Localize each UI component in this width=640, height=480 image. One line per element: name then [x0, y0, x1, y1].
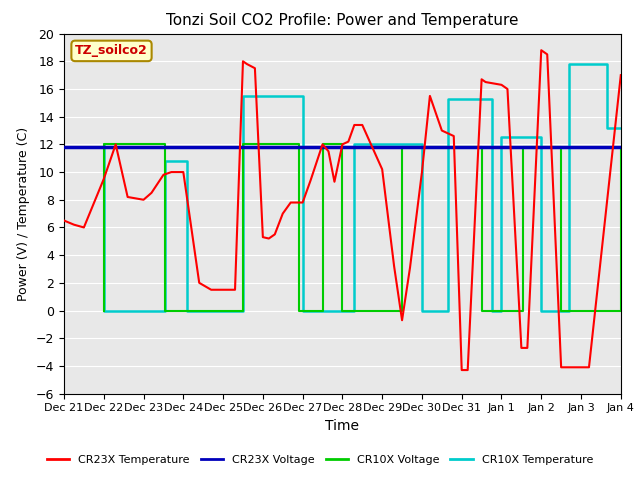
- CR10X Temperature: [565, 61, 573, 67]
- CR10X Voltage: [295, 308, 303, 313]
- CR10X Temperature: [351, 308, 358, 313]
- CR23X Voltage: [60, 144, 68, 150]
- CR10X Temperature: [184, 308, 191, 313]
- CR10X Temperature: [444, 96, 452, 102]
- CR10X Temperature: [498, 308, 506, 313]
- CR10X Temperature: [299, 308, 307, 313]
- CR10X Voltage: [161, 142, 169, 147]
- CR10X Voltage: [520, 308, 527, 313]
- CR10X Voltage: [319, 308, 326, 313]
- CR23X Temperature: [140, 197, 147, 203]
- CR10X Temperature: [239, 308, 247, 313]
- Line: CR10X Voltage: CR10X Voltage: [104, 144, 621, 311]
- CR10X Temperature: [488, 308, 495, 313]
- CR10X Temperature: [418, 142, 426, 147]
- CR10X Temperature: [184, 158, 191, 164]
- CR10X Voltage: [161, 308, 169, 313]
- CR10X Temperature: [498, 134, 506, 140]
- Text: TZ_soilco2: TZ_soilco2: [75, 44, 148, 58]
- CR10X Temperature: [603, 125, 611, 131]
- CR10X Temperature: [161, 158, 169, 164]
- CR10X Voltage: [239, 142, 247, 147]
- CR23X Temperature: [60, 217, 68, 223]
- Line: CR23X Temperature: CR23X Temperature: [64, 50, 621, 370]
- CR23X Temperature: [458, 367, 465, 373]
- CR10X Voltage: [617, 144, 625, 150]
- CR10X Temperature: [538, 308, 545, 313]
- CR10X Voltage: [339, 308, 346, 313]
- CR10X Temperature: [444, 308, 452, 313]
- CR10X Temperature: [617, 125, 625, 131]
- CR10X Voltage: [557, 308, 565, 313]
- CR23X Temperature: [179, 169, 187, 175]
- Title: Tonzi Soil CO2 Profile: Power and Temperature: Tonzi Soil CO2 Profile: Power and Temper…: [166, 13, 518, 28]
- CR10X Voltage: [319, 142, 326, 147]
- CR10X Temperature: [239, 93, 247, 99]
- CR10X Voltage: [295, 142, 303, 147]
- CR10X Temperature: [100, 142, 108, 147]
- CR10X Temperature: [418, 308, 426, 313]
- CR10X Temperature: [161, 308, 169, 313]
- CR23X Temperature: [271, 231, 278, 237]
- CR23X Temperature: [617, 72, 625, 78]
- CR23X Temperature: [557, 364, 565, 370]
- CR10X Temperature: [565, 308, 573, 313]
- CR10X Voltage: [398, 308, 406, 313]
- CR10X Voltage: [617, 308, 625, 313]
- CR10X Voltage: [339, 142, 346, 147]
- CR10X Temperature: [100, 308, 108, 313]
- CR23X Temperature: [585, 364, 593, 370]
- Line: CR10X Temperature: CR10X Temperature: [104, 64, 621, 311]
- CR10X Voltage: [477, 144, 485, 150]
- CR10X Voltage: [557, 144, 565, 150]
- CR10X Voltage: [100, 142, 108, 147]
- CR10X Temperature: [299, 93, 307, 99]
- CR10X Temperature: [488, 96, 495, 102]
- CR23X Voltage: [100, 144, 108, 150]
- Y-axis label: Power (V) / Temperature (C): Power (V) / Temperature (C): [17, 127, 30, 300]
- CR10X Voltage: [477, 308, 485, 313]
- CR23X Temperature: [538, 48, 545, 53]
- X-axis label: Time: Time: [325, 419, 360, 433]
- CR10X Voltage: [100, 308, 108, 313]
- CR10X Voltage: [398, 144, 406, 150]
- CR10X Voltage: [520, 144, 527, 150]
- CR10X Temperature: [351, 142, 358, 147]
- CR10X Voltage: [239, 308, 247, 313]
- CR23X Temperature: [220, 287, 227, 293]
- CR10X Temperature: [603, 61, 611, 67]
- Legend: CR23X Temperature, CR23X Voltage, CR10X Voltage, CR10X Temperature: CR23X Temperature, CR23X Voltage, CR10X …: [43, 451, 597, 469]
- CR10X Temperature: [538, 134, 545, 140]
